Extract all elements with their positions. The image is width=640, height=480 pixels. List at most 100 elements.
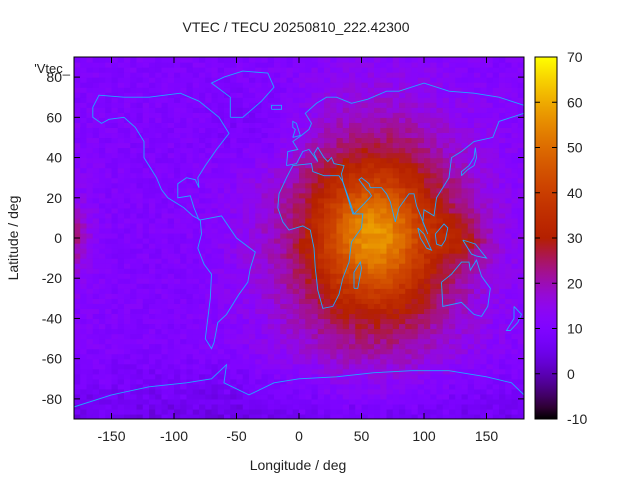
heatmap-cell xyxy=(174,117,181,123)
heatmap-cell xyxy=(349,273,356,279)
heatmap-cell xyxy=(211,87,219,93)
heatmap-cell xyxy=(286,162,294,169)
heatmap-cell xyxy=(461,192,469,199)
heatmap-cell xyxy=(392,227,400,234)
heatmap-cell xyxy=(386,132,394,139)
heatmap-cell xyxy=(436,328,444,335)
heatmap-cell xyxy=(192,278,200,284)
heatmap-cell xyxy=(336,152,344,159)
heatmap-cell xyxy=(467,97,475,103)
heatmap-cell xyxy=(480,207,488,214)
heatmap-cell xyxy=(392,122,400,128)
heatmap-cell xyxy=(424,177,431,184)
heatmap-cell xyxy=(242,227,250,234)
heatmap-cell xyxy=(399,167,406,174)
heatmap-cell xyxy=(167,157,175,164)
heatmap-cell xyxy=(205,403,213,410)
heatmap-cell xyxy=(449,323,456,330)
heatmap-cell xyxy=(324,348,331,355)
heatmap-cell xyxy=(367,313,375,320)
heatmap-cell xyxy=(355,107,363,113)
heatmap-cell xyxy=(136,152,144,159)
heatmap-cell xyxy=(255,273,263,279)
heatmap-cell xyxy=(230,122,238,128)
heatmap-cell xyxy=(386,162,394,169)
heatmap-cell xyxy=(386,122,394,128)
heatmap-cell xyxy=(205,278,213,284)
heatmap-cell xyxy=(205,303,213,309)
heatmap-cell xyxy=(174,278,181,284)
heatmap-cell xyxy=(155,378,163,385)
heatmap-cell xyxy=(436,398,444,405)
heatmap-cell xyxy=(374,243,381,249)
heatmap-cell xyxy=(180,373,188,380)
heatmap-cell xyxy=(230,167,238,174)
heatmap-cell xyxy=(286,268,294,274)
heatmap-cell xyxy=(186,378,194,385)
heatmap-cell xyxy=(74,343,81,350)
heatmap-cell xyxy=(380,192,388,199)
heatmap-cell xyxy=(280,107,288,113)
heatmap-cell xyxy=(167,207,175,214)
heatmap-cell xyxy=(374,142,381,149)
heatmap-cell xyxy=(186,117,194,123)
heatmap-cell xyxy=(199,232,206,239)
heatmap-cell xyxy=(186,87,194,93)
heatmap-cell xyxy=(342,62,350,68)
heatmap-cell xyxy=(117,368,125,375)
heatmap-cell xyxy=(92,152,100,159)
heatmap-cell xyxy=(399,192,406,199)
heatmap-cell xyxy=(242,363,250,370)
heatmap-cell xyxy=(430,177,438,184)
heatmap-cell xyxy=(149,238,156,244)
heatmap-cell xyxy=(374,112,381,118)
heatmap-cell xyxy=(299,77,306,83)
heatmap-cell xyxy=(311,142,319,149)
heatmap-cell xyxy=(136,97,144,103)
heatmap-cell xyxy=(405,358,413,365)
heatmap-cell xyxy=(442,238,450,244)
heatmap-cell xyxy=(411,127,419,134)
heatmap-cell xyxy=(174,408,181,415)
heatmap-cell xyxy=(349,197,356,204)
heatmap-cell xyxy=(149,122,156,128)
heatmap-cell xyxy=(449,142,456,149)
heatmap-cell xyxy=(374,177,381,184)
heatmap-cell xyxy=(261,363,269,370)
heatmap-cell xyxy=(192,192,200,199)
heatmap-cell xyxy=(455,388,463,395)
heatmap-cell xyxy=(111,67,119,73)
heatmap-cell xyxy=(436,157,444,164)
heatmap-cell xyxy=(492,137,500,144)
heatmap-cell xyxy=(436,293,444,299)
heatmap-cell xyxy=(505,403,513,410)
heatmap-cell xyxy=(386,278,394,284)
heatmap-cell xyxy=(92,413,100,419)
heatmap-cell xyxy=(274,107,281,113)
heatmap-cell xyxy=(424,92,431,98)
heatmap-cell xyxy=(486,122,494,128)
heatmap-cell xyxy=(267,278,275,284)
heatmap-cell xyxy=(342,293,350,299)
heatmap-cell xyxy=(505,343,513,350)
heatmap-cell xyxy=(111,127,119,134)
heatmap-cell xyxy=(486,278,494,284)
heatmap-cell xyxy=(217,363,225,370)
heatmap-cell xyxy=(117,107,125,113)
heatmap-cell xyxy=(299,97,306,103)
heatmap-cell xyxy=(99,142,106,149)
heatmap-cell xyxy=(142,62,150,68)
heatmap-cell xyxy=(324,57,331,63)
heatmap-cell xyxy=(180,112,188,118)
heatmap-cell xyxy=(111,288,119,294)
heatmap-cell xyxy=(161,273,169,279)
heatmap-cell xyxy=(492,388,500,395)
heatmap-cell xyxy=(230,127,238,134)
heatmap-cell xyxy=(505,358,513,365)
heatmap-cell xyxy=(167,408,175,415)
heatmap-cell xyxy=(286,212,294,219)
heatmap-cell xyxy=(267,408,275,415)
heatmap-cell xyxy=(167,97,175,103)
heatmap-cell xyxy=(486,132,494,139)
heatmap-cell xyxy=(117,137,125,144)
